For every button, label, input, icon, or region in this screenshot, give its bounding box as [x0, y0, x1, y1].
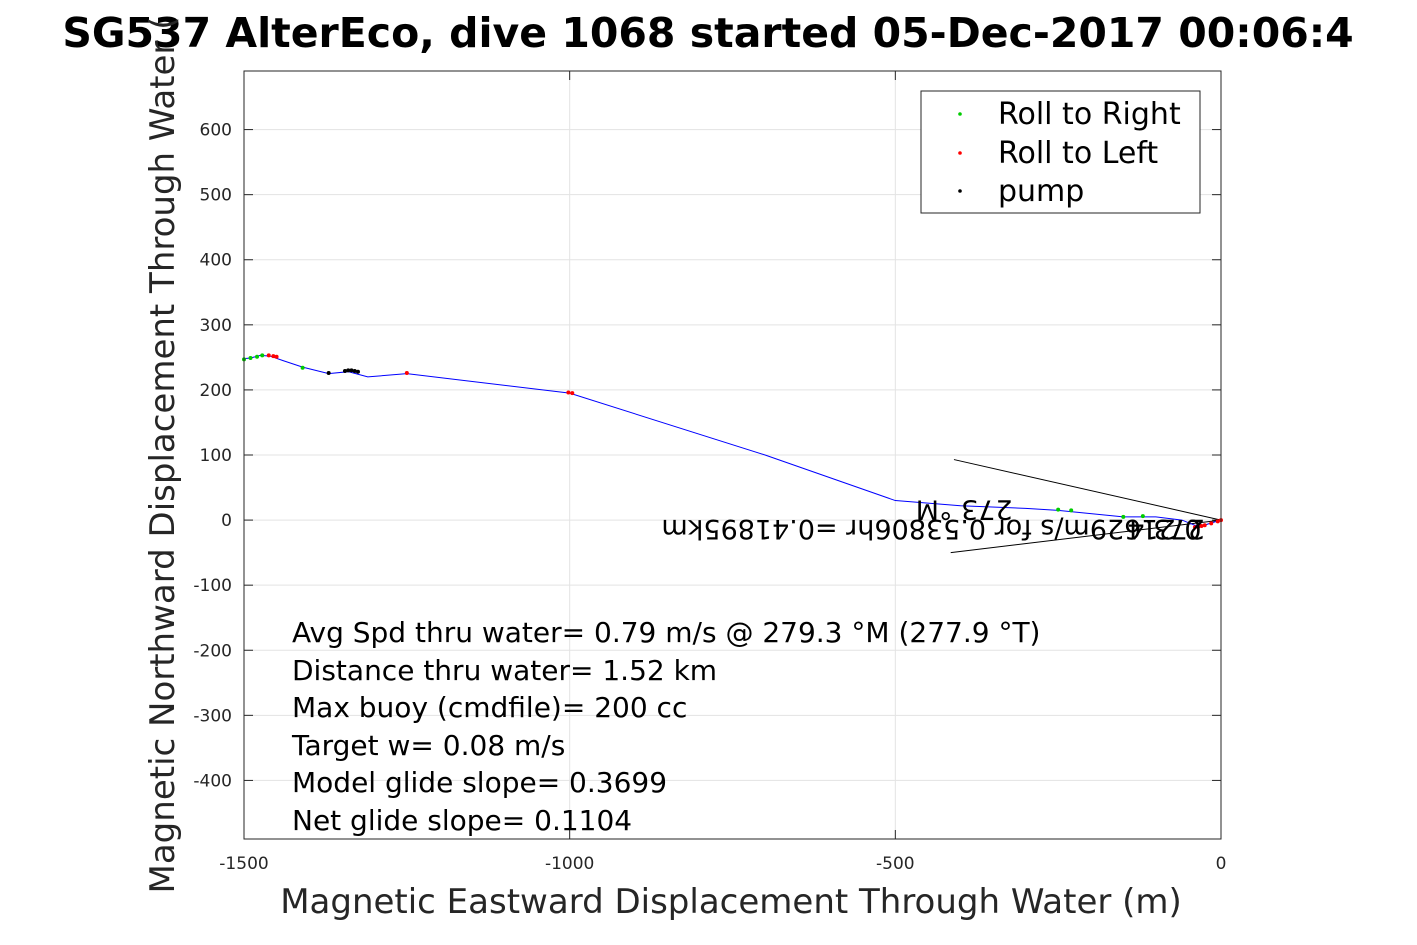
y-tick-label: -100	[193, 576, 232, 596]
pump-point	[355, 369, 360, 374]
roll-left-point	[1199, 523, 1204, 528]
pump-point	[352, 369, 357, 374]
roll-left-point	[1196, 524, 1201, 529]
current-wedge	[950, 459, 1222, 554]
roll-left-point	[266, 353, 271, 358]
pump-point	[346, 368, 351, 373]
legend-box	[920, 90, 1201, 214]
annotation-target-w: Target w= 0.08 m/s	[291, 729, 565, 762]
roll-left-point	[404, 370, 409, 375]
roll-right-point	[1056, 507, 1061, 512]
roll-left-point	[1202, 523, 1207, 528]
roll-right-point	[1069, 508, 1074, 513]
flipped-labels: 0.21629m/s for 0.53806hr =0.41895km273.4…	[661, 494, 1204, 545]
roll-right-point	[248, 356, 253, 361]
legend: Roll to Right Roll to Left pump	[920, 90, 1201, 214]
current-wedge-lower-line	[950, 519, 1222, 554]
y-tick-label: 100	[200, 446, 232, 466]
annotation-model-glide: Model glide slope= 0.3699	[292, 766, 667, 799]
flipped-label-2: 273 °M	[916, 494, 1013, 525]
legend-label-roll-left: Roll to Left	[998, 136, 1158, 171]
roll-right-point	[1121, 514, 1126, 519]
x-axis-label: Magnetic Eastward Displacement Through W…	[280, 882, 1182, 922]
y-tick-label: -400	[193, 771, 232, 791]
legend-marker-pump	[958, 189, 962, 193]
annotation-distance: Distance thru water= 1.52 km	[292, 654, 717, 687]
roll-left-point	[1209, 521, 1214, 526]
y-tick-label: -200	[193, 641, 232, 661]
y-tick-label: 300	[200, 316, 232, 336]
y-tick-label: 0	[221, 511, 232, 531]
chart-title: SG537 AlterEco, dive 1068 started 05-Dec…	[62, 9, 1353, 57]
roll-left-point	[274, 354, 279, 359]
legend-marker-roll-right	[958, 112, 962, 116]
y-tick-label: 400	[200, 251, 232, 271]
roll-right-point	[300, 365, 305, 370]
markers-group	[242, 353, 1223, 530]
legend-label-roll-right: Roll to Right	[998, 97, 1181, 132]
roll-right-point	[260, 353, 265, 358]
y-tick-label: -300	[193, 706, 232, 726]
roll-right-point	[255, 354, 260, 359]
legend-marker-roll-left	[958, 151, 962, 155]
x-tick-label: -1500	[219, 854, 268, 874]
annotation-net-glide: Net glide slope= 0.1104	[292, 804, 632, 837]
flipped-label-1: 273.4	[1127, 513, 1204, 544]
roll-left-point	[1215, 519, 1220, 524]
pump-point	[326, 370, 331, 375]
plot-frame	[243, 70, 1222, 840]
y-tick-label: 500	[200, 186, 232, 206]
pump-point	[342, 369, 347, 374]
flipped-label-0: 0.21629m/s for 0.53806hr =0.41895km	[661, 513, 1201, 544]
legend-label-pump: pump	[998, 174, 1084, 209]
roll-left-point	[1192, 525, 1197, 530]
x-tick-label: -1000	[545, 854, 594, 874]
roll-left-point	[570, 391, 575, 396]
x-tick-label: -500	[876, 854, 915, 874]
roll-right-point	[1140, 514, 1145, 519]
annotation-max-buoy: Max buoy (cmdfile)= 200 cc	[292, 691, 687, 724]
y-tick-label: 200	[200, 381, 232, 401]
annotation-avg-speed: Avg Spd thru water= 0.79 m/s @ 279.3 °M …	[292, 616, 1040, 649]
y-tick-label: 600	[200, 121, 232, 141]
pump-point	[349, 368, 354, 373]
roll-left-point	[271, 354, 276, 359]
y-axis-label: Magnetic Northward Displacement Through …	[143, 17, 183, 894]
roll-left-point	[566, 390, 571, 395]
current-wedge-upper-line	[953, 459, 1222, 521]
grid	[243, 71, 1222, 839]
x-tick-label: 0	[1216, 854, 1227, 874]
